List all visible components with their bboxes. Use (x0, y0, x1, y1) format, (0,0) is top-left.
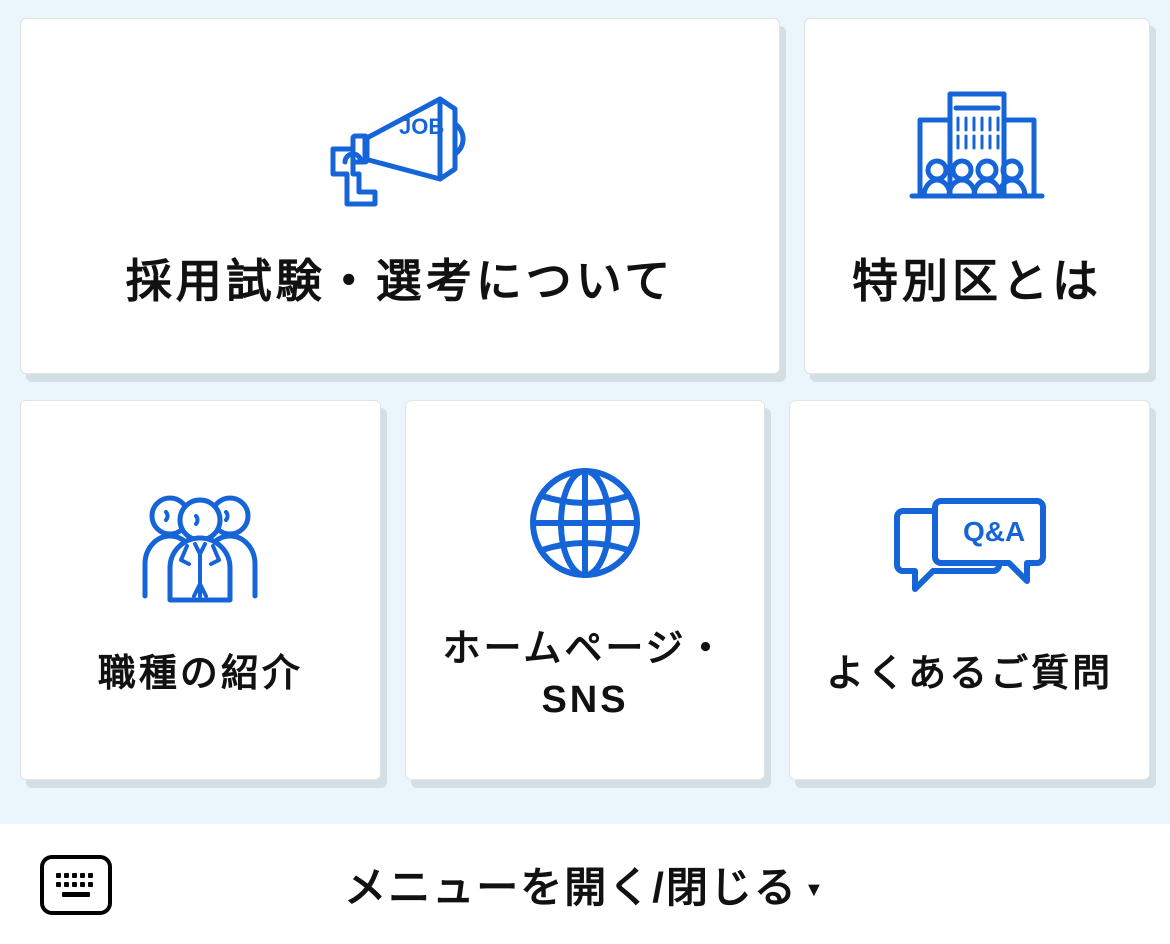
card-recruitment-label: 採用試験・選考について (126, 250, 675, 312)
qa-speech-icon: Q&A (885, 473, 1055, 623)
card-faq[interactable]: Q&A よくあるご質問 (789, 400, 1150, 780)
row-1: JOB 採用試験・選考について (20, 18, 1150, 374)
people-group-icon (115, 473, 285, 623)
card-faq-label: よくあるご質問 (826, 649, 1113, 700)
keyboard-button[interactable] (40, 855, 112, 915)
card-job-types-label: 職種の紹介 (98, 649, 303, 700)
card-recruitment[interactable]: JOB 採用試験・選考について (20, 18, 780, 374)
card-homepage-sns-label: ホームページ・SNS (424, 624, 747, 727)
megaphone-job-icon: JOB (305, 74, 495, 224)
chevron-down-icon: ▼ (804, 879, 826, 901)
svg-text:Q&A: Q&A (963, 516, 1025, 547)
card-job-types[interactable]: 職種の紹介 (20, 400, 381, 780)
footer-bar: メニューを開く/閉じる ▼ (0, 824, 1170, 944)
keyboard-icon (54, 870, 98, 900)
card-grid: JOB 採用試験・選考について (0, 0, 1170, 824)
card-special-ward-label: 特別区とは (852, 250, 1102, 312)
card-homepage-sns[interactable]: ホームページ・SNS (405, 400, 766, 780)
svg-text:JOB: JOB (399, 114, 444, 139)
building-people-icon (892, 74, 1062, 224)
row-2: 職種の紹介 ホームページ・SNS (20, 400, 1150, 780)
card-special-ward[interactable]: 特別区とは (804, 18, 1150, 374)
menu-toggle-label: メニューを開く/閉じる (344, 864, 798, 911)
globe-icon (520, 448, 650, 598)
menu-toggle[interactable]: メニューを開く/閉じる ▼ (0, 854, 1170, 915)
